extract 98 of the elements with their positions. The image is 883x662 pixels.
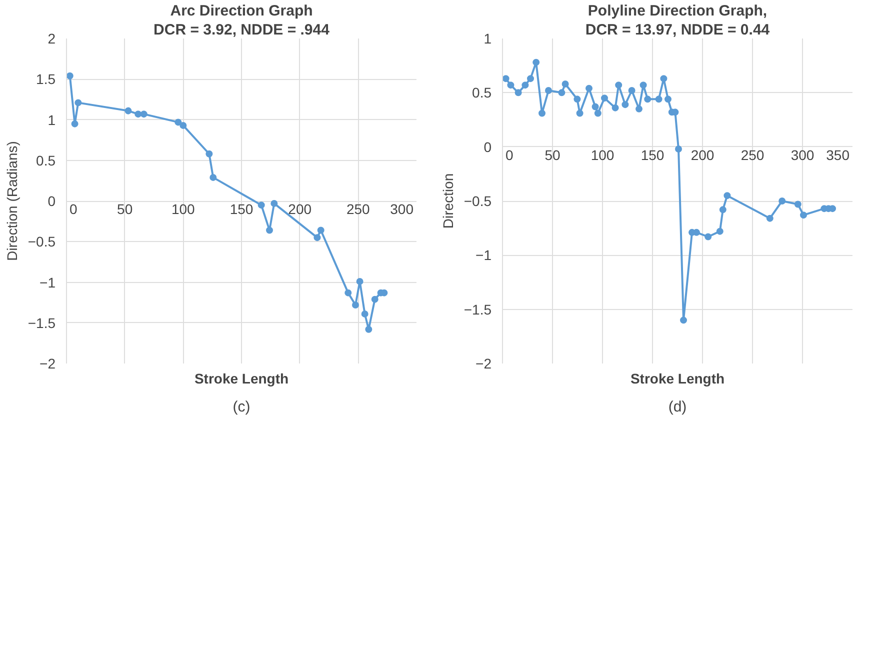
point (640, 82, 647, 89)
point (704, 233, 712, 240)
x-tick-label: 50 (544, 146, 560, 163)
x-axis-title: Stroke Length (630, 370, 725, 386)
x-tick-label: 200 (288, 201, 312, 217)
point (719, 206, 726, 214)
x-tick-label: 300 (790, 146, 814, 163)
point (365, 326, 372, 333)
point (371, 296, 378, 303)
point (507, 82, 514, 89)
point (664, 96, 672, 103)
point (502, 75, 510, 82)
chart-title: Polyline Direction Graph, (588, 2, 768, 20)
chart-subtitle: DCR = 3.92, NDDE = .944 (154, 22, 330, 38)
point (210, 174, 217, 181)
point (124, 107, 132, 114)
point (314, 234, 321, 242)
y-tick-label: −1.5 (464, 301, 492, 318)
point (800, 212, 807, 219)
point (778, 198, 786, 204)
point (636, 105, 642, 112)
point (74, 99, 82, 106)
point (586, 84, 592, 92)
point (344, 289, 352, 296)
point (660, 75, 668, 82)
point (592, 103, 599, 110)
point (644, 96, 652, 103)
point (270, 200, 278, 207)
chart-title: Arc Direction Graph (170, 2, 313, 20)
text: (c) (232, 398, 250, 416)
x-tick-label: 300 (390, 201, 414, 217)
y-tick-label: 2 (48, 30, 56, 46)
y-tick-label: −1 (476, 247, 492, 264)
point (655, 96, 662, 103)
point (180, 122, 187, 129)
point (716, 228, 724, 235)
point (612, 104, 619, 112)
point (622, 101, 629, 108)
x-tick-label: 150 (640, 146, 664, 163)
chart-subtitle: DCR = 13.97, NDDE = 0.44 (585, 22, 770, 38)
point (794, 200, 802, 208)
point (532, 58, 540, 66)
y-tick-label: −2 (476, 356, 492, 372)
x-tick-label: 350 (826, 146, 850, 163)
x-tick-label: 200 (690, 146, 714, 163)
y-axis-title: Direction (440, 173, 456, 229)
point (594, 110, 602, 117)
x-tick-label: 50 (117, 201, 133, 217)
point (675, 146, 682, 152)
y-tick-label: 1 (48, 112, 56, 128)
point (522, 82, 529, 89)
y-tick-label: −0.5 (28, 234, 56, 250)
text: (d) (668, 398, 687, 416)
x-tick-label: 0 (70, 201, 78, 217)
y-tick-label: −1 (40, 274, 56, 290)
x-tick-label: 250 (740, 146, 764, 163)
point (140, 110, 148, 118)
point (361, 310, 368, 318)
x-tick-label: 250 (346, 201, 370, 217)
y-tick-label: 1 (484, 30, 492, 46)
x-tick-label: 0 (506, 146, 514, 163)
point (527, 75, 534, 82)
point (206, 150, 213, 158)
point (356, 278, 364, 285)
point (266, 226, 273, 234)
y-axis-title: Direction (Radians) (4, 141, 20, 261)
point (693, 228, 700, 236)
point (574, 96, 581, 103)
point (829, 205, 836, 212)
y-tick-label: −0.5 (464, 193, 492, 209)
x-tick-label: 100 (171, 201, 196, 217)
point (558, 89, 566, 96)
point (576, 110, 584, 117)
point (628, 87, 636, 94)
point (514, 89, 522, 96)
x-tick-label: 150 (230, 201, 254, 217)
y-tick-label: 1.5 (36, 71, 56, 88)
point (615, 82, 622, 89)
point (71, 120, 78, 128)
point (724, 192, 731, 200)
point (538, 110, 546, 117)
point (562, 80, 569, 88)
point (352, 302, 359, 308)
y-tick-label: −1.5 (28, 314, 56, 331)
y-tick-label: 0.5 (472, 84, 492, 101)
point (317, 226, 324, 234)
point (601, 94, 608, 102)
point (680, 316, 687, 324)
y-tick-label: 0.5 (36, 152, 56, 168)
x-axis-title: Stroke Length (194, 370, 289, 386)
point (66, 72, 74, 80)
y-tick-label: −2 (40, 356, 56, 372)
point (545, 87, 552, 94)
point (134, 110, 142, 118)
x-tick-label: 100 (590, 146, 614, 163)
point (174, 118, 182, 126)
point (258, 202, 265, 209)
point (766, 214, 774, 222)
